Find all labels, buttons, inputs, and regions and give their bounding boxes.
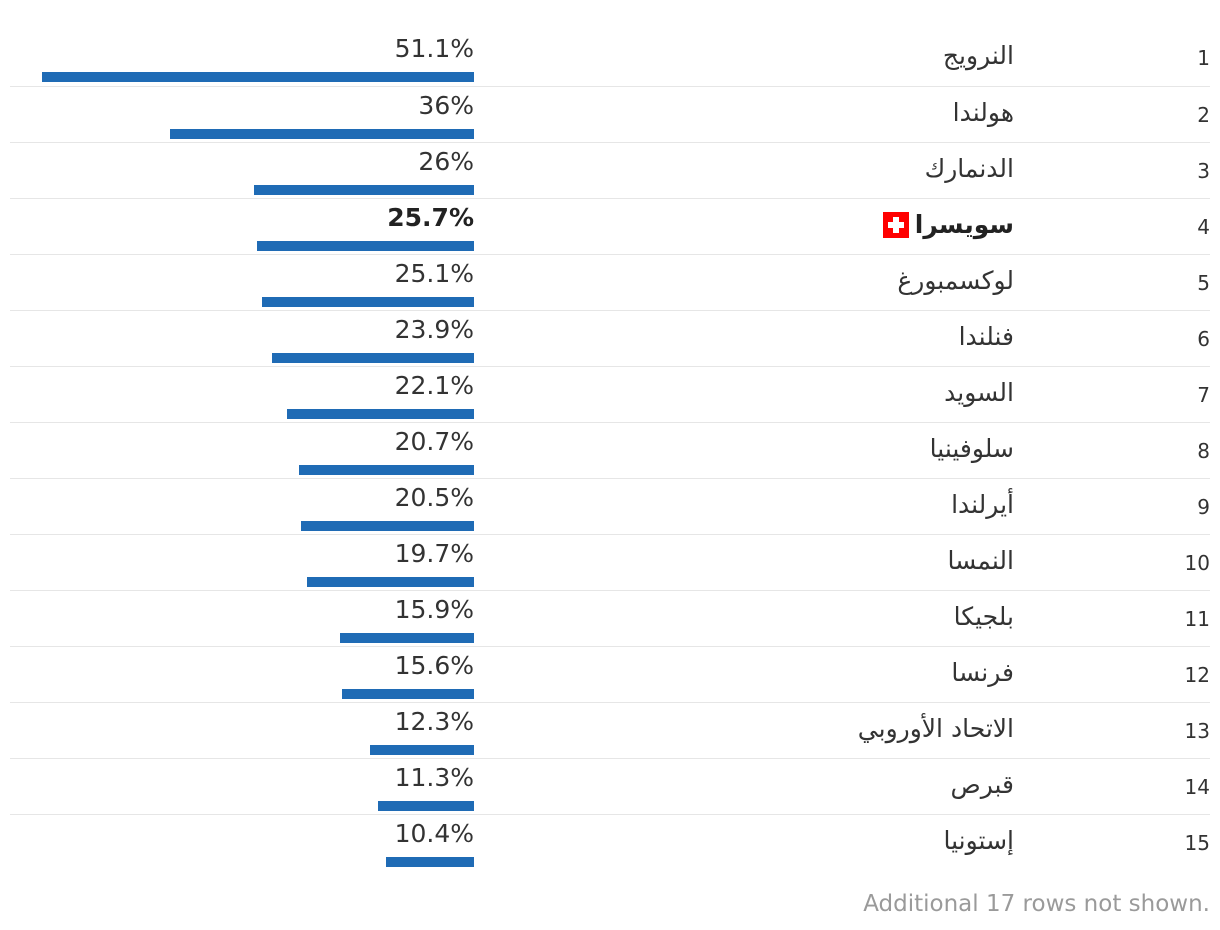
table-row: 4 سويسرا 25.7% [10,198,1210,254]
rank-label: 12 [1184,663,1210,687]
table-row: 11 بلجيكا 15.9% [10,590,1210,646]
table-row: 1 النرويج 51.1% [10,30,1210,86]
value-bar [370,745,474,755]
rank-label: 2 [1197,103,1210,127]
country-label: فنلندا [959,322,1014,351]
country-name: النمسا [947,546,1014,575]
table-row: 7 السويد 22.1% [10,366,1210,422]
value-bar [42,72,474,82]
country-label: سلوفينيا [930,434,1014,463]
rank-label: 14 [1184,775,1210,799]
value-label: 51.1% [394,34,474,63]
value-bar [287,409,474,419]
rank-label: 6 [1197,327,1210,351]
country-label: بلجيكا [954,602,1014,631]
value-label: 11.3% [394,763,474,792]
value-bar [254,185,474,195]
value-bar [299,465,474,475]
value-bar [272,353,474,363]
value-bar [340,633,474,643]
rank-label: 1 [1197,46,1210,70]
value-bar [378,801,474,811]
country-label: إستونيا [944,826,1014,855]
table-row: 6 فنلندا 23.9% [10,310,1210,366]
swiss-flag-icon [882,211,909,238]
country-label: هولندا [953,98,1014,127]
country-name: سلوفينيا [929,434,1014,463]
country-name: النرويج [942,41,1014,70]
value-label: 25.7% [387,203,474,232]
rank-label: 13 [1184,719,1210,743]
country-name: هولندا [952,98,1014,127]
value-label: 25.1% [394,259,474,288]
country-name: الدنمارك [924,154,1014,183]
value-label: 22.1% [394,371,474,400]
country-name: فنلندا [958,322,1014,351]
value-bar [301,521,474,531]
rank-label: 4 [1197,215,1210,239]
table-row: 5 لوكسمبورغ 25.1% [10,254,1210,310]
value-label: 26% [418,147,474,176]
value-label: 15.6% [394,651,474,680]
ranking-table: 1 النرويج 51.1% 2 هولندا 36% 3 الدنمارك 26% 4 سويس… [10,30,1210,870]
rank-label: 3 [1197,159,1210,183]
country-label: النرويج [943,41,1014,70]
rank-label: 8 [1197,439,1210,463]
value-label: 10.4% [394,819,474,848]
table-row: 13 الاتحاد الأوروبي 12.3% [10,702,1210,758]
country-name: إستونيا [943,826,1014,855]
value-bar [307,577,474,587]
value-bar [262,297,474,307]
value-label: 12.3% [394,707,474,736]
table-row: 12 فرنسا 15.6% [10,646,1210,702]
footnote: Additional 17 rows not shown. [863,891,1210,917]
country-name: السويد [944,378,1014,407]
country-name: الاتحاد الأوروبي [857,714,1014,743]
value-bar [386,857,474,867]
value-label: 15.9% [394,595,474,624]
table-row: 2 هولندا 36% [10,86,1210,142]
country-name: قبرص [950,770,1014,799]
country-label: فرنسا [951,658,1014,687]
rank-label: 7 [1197,383,1210,407]
country-name: أيرلندا [951,490,1014,519]
table-row: 15 إستونيا 10.4% [10,814,1210,870]
value-label: 20.7% [394,427,474,456]
value-bar [342,689,474,699]
table-row: 10 النمسا 19.7% [10,534,1210,590]
rank-label: 9 [1197,495,1210,519]
table-row: 9 أيرلندا 20.5% [10,478,1210,534]
country-label: لوكسمبورغ [897,266,1014,295]
country-name: سويسرا [914,210,1014,239]
country-label: الدنمارك [925,154,1014,183]
table-row: 14 قبرص 11.3% [10,758,1210,814]
country-label: قبرص [950,770,1014,799]
table-row: 3 الدنمارك 26% [10,142,1210,198]
value-label: 23.9% [394,315,474,344]
value-bar [257,241,474,251]
country-label: الاتحاد الأوروبي [858,714,1014,743]
rank-label: 5 [1197,271,1210,295]
country-name: فرنسا [951,658,1014,687]
value-bar [170,129,474,139]
country-label: النمسا [948,546,1014,575]
country-name: لوكسمبورغ [897,266,1014,295]
rank-label: 11 [1184,607,1210,631]
country-label: أيرلندا [951,490,1014,519]
country-label: سويسرا [882,210,1014,239]
rank-label: 15 [1184,831,1210,855]
country-name: بلجيكا [953,602,1014,631]
rank-label: 10 [1184,551,1210,575]
table-row: 8 سلوفينيا 20.7% [10,422,1210,478]
value-label: 19.7% [394,539,474,568]
value-label: 20.5% [394,483,474,512]
value-label: 36% [418,91,474,120]
country-label: السويد [944,378,1014,407]
